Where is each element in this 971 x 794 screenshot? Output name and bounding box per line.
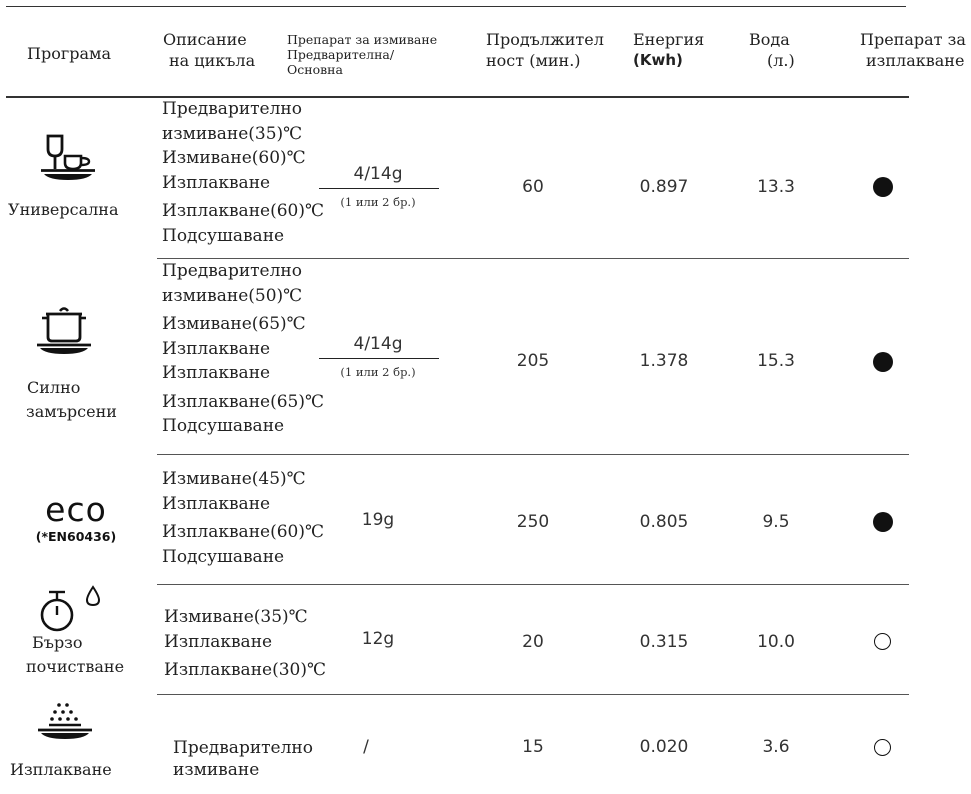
fraction-line xyxy=(319,188,439,189)
table-top-rule xyxy=(6,6,906,7)
stopwatch-drop-icon xyxy=(40,585,101,632)
header-description: Описание на цикъла xyxy=(163,30,256,70)
header-rinse-aid: Препарат за изплакване xyxy=(860,30,966,70)
duration-value: 250 xyxy=(516,512,550,532)
program-name: Универсална xyxy=(8,200,119,219)
duration-value: 60 xyxy=(522,177,544,197)
duration-value: 20 xyxy=(522,632,544,652)
water-value: 3.6 xyxy=(762,737,790,757)
detergent-dose: 4/14g xyxy=(353,164,403,184)
energy-value: 0.315 xyxy=(639,632,689,652)
rinse-aid-filled-dot xyxy=(873,512,893,532)
header-energy: Енергия (Kwh) xyxy=(633,30,705,69)
program-name: Бързо почистване xyxy=(26,633,125,676)
detergent-dose: 4/14g xyxy=(353,334,403,354)
cycle-description: Предварително измиване(35)℃ Измиване(60)… xyxy=(162,99,324,246)
water-value: 15.3 xyxy=(757,351,795,371)
row-separator xyxy=(157,258,909,259)
duration-value: 15 xyxy=(522,737,544,757)
detergent-dose: 19g xyxy=(361,510,395,530)
water-value: 13.3 xyxy=(757,177,795,197)
header-duration: Продължител ност (мин.) xyxy=(486,30,604,70)
program-name: Изплакване xyxy=(10,760,112,779)
energy-value: 0.897 xyxy=(639,177,689,197)
standard-label: (*EN60436) xyxy=(35,529,117,544)
glass-cup-plate-icon xyxy=(41,134,95,180)
detergent-note: (1 или 2 бр.) xyxy=(340,365,416,379)
header-program: Програма xyxy=(27,44,111,63)
cycle-description: Измиване(35)℃ Изплакване Изплакване(30)℃ xyxy=(164,607,326,680)
energy-value: 0.020 xyxy=(639,737,689,757)
detergent-dose: / xyxy=(363,737,369,757)
row-rinse: Изплакване Предварително измиване / 15 0… xyxy=(0,695,971,794)
row-eco: eco (*EN60436) Измиване(45)℃ Изплакване … xyxy=(0,455,971,584)
program-name: Силно замърсени xyxy=(26,378,117,421)
row-separator xyxy=(157,584,909,585)
energy-value: 1.378 xyxy=(639,351,689,371)
cycle-description: Измиване(45)℃ Изплакване Изплакване(60)℃… xyxy=(162,469,324,567)
cycle-description: Предварително измиване(50)℃ Измиване(65)… xyxy=(162,261,324,436)
rinse-aid-filled-dot xyxy=(873,177,893,197)
rinse-aid-empty-dot xyxy=(874,633,891,650)
row-heavily-soiled: Силно замърсени Предварително измиване(5… xyxy=(0,259,971,454)
row-universal: Универсална Предварително измиване(35)℃ … xyxy=(0,97,971,258)
water-value: 10.0 xyxy=(757,632,795,652)
header-bottom-rule xyxy=(6,96,909,98)
rinse-aid-empty-dot xyxy=(874,739,891,756)
row-separator xyxy=(157,454,909,455)
row-separator xyxy=(157,694,909,695)
rinse-spray-plate-icon xyxy=(38,703,92,739)
header-water: Вода (л.) xyxy=(749,30,795,70)
rinse-aid-filled-dot xyxy=(873,352,893,372)
duration-value: 205 xyxy=(516,351,550,371)
energy-value: 0.805 xyxy=(639,512,689,532)
fraction-line xyxy=(319,358,439,359)
detergent-dose: 12g xyxy=(361,629,395,649)
cycle-description: Предварително измиване xyxy=(173,738,313,780)
eco-label: eco xyxy=(45,490,107,529)
header-detergent: Препарат за измиване Предварителна/ Осно… xyxy=(287,32,438,77)
water-value: 9.5 xyxy=(762,512,790,532)
row-quick: Бързо почистване Измиване(35)℃ Изплакван… xyxy=(0,585,971,694)
pot-icon xyxy=(37,307,91,354)
detergent-note: (1 или 2 бр.) xyxy=(340,195,416,209)
